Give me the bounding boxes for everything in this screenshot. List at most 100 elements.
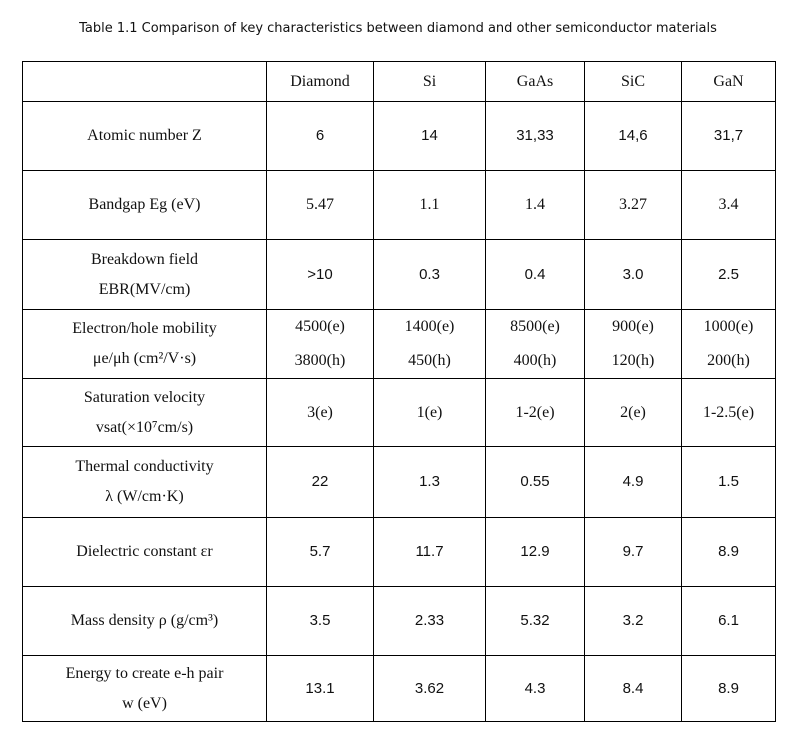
cell-value: 4.3 bbox=[524, 679, 546, 697]
table-row: Energy to create e-h pair w (eV) 13.1 3.62 4… bbox=[22, 655, 776, 722]
table-cell: 9.7 bbox=[584, 517, 682, 587]
cell-value: 8500(e) bbox=[510, 318, 560, 335]
table-cell: 6.1 bbox=[681, 586, 776, 656]
table-cell: 14 bbox=[373, 101, 486, 171]
cell-value: 6.1 bbox=[718, 612, 739, 629]
cell-value: 3800(h) bbox=[294, 352, 346, 369]
table-cell: 3.5 bbox=[266, 586, 374, 656]
table-cell: 13.1 bbox=[266, 655, 374, 722]
cell-value: 31,7 bbox=[713, 127, 744, 144]
row-label: Atomic number Z bbox=[22, 101, 267, 171]
table-row: Thermal conductivity λ (W/cm·K) 22 1.3 0.55 4… bbox=[22, 446, 776, 518]
cell-value: 1000(e) bbox=[703, 318, 754, 335]
table-row: Dielectric constant εr 5.7 11.7 12.9 9.7 8.9 bbox=[22, 517, 776, 587]
comparison-table: Diamond Si GaAs SiC GaN Atomic number Z 6 14 31,… bbox=[22, 61, 776, 722]
cell-value: 31,33 bbox=[516, 127, 554, 144]
table-cell: 900(e) 120(h) bbox=[584, 309, 682, 379]
cell-value: 9.7 bbox=[622, 543, 644, 560]
table-cell: 8.9 bbox=[681, 655, 776, 722]
cell-value: 3.27 bbox=[619, 196, 647, 213]
cell-value: 12.9 bbox=[520, 543, 550, 560]
row-label: Thermal conductivity λ (W/cm·K) bbox=[22, 446, 267, 518]
header-cell: Si bbox=[373, 61, 486, 102]
cell-value: 2(e) bbox=[620, 403, 646, 421]
table-cell: 1-2(e) bbox=[485, 378, 585, 447]
table-cell: 5.47 bbox=[266, 170, 374, 240]
cell-value: 22 bbox=[311, 473, 329, 490]
table-cell: 14,6 bbox=[584, 101, 682, 171]
cell-value: 1.5 bbox=[718, 473, 739, 490]
cell-value: 14,6 bbox=[618, 127, 648, 144]
table-row: Breakdown field EBR(MV/cm) >10 0.3 0.4 3.0 2.5 bbox=[22, 239, 776, 310]
row-label: Mass density ρ (g/cm³) bbox=[22, 586, 267, 656]
table-cell: 1(e) bbox=[373, 378, 486, 447]
table-cell: 1000(e) 200(h) bbox=[681, 309, 776, 379]
table-cell: 1.1 bbox=[373, 170, 486, 240]
table-cell: 3.0 bbox=[584, 239, 682, 310]
cell-value: 450(h) bbox=[408, 352, 451, 369]
table-cell: 1400(e) 450(h) bbox=[373, 309, 486, 379]
table-cell: 1.3 bbox=[373, 446, 486, 518]
cell-value: >10 bbox=[307, 265, 333, 283]
cell-value: 1.3 bbox=[419, 473, 440, 490]
header-cell: GaN bbox=[681, 61, 776, 102]
table-cell: 31,7 bbox=[681, 101, 776, 171]
row-label-line: Energy to create e-h pair bbox=[65, 664, 224, 682]
table-cell: 4500(e) 3800(h) bbox=[266, 309, 374, 379]
row-label-line: Thermal conductivity bbox=[75, 458, 214, 475]
cell-value: 3.62 bbox=[414, 679, 445, 697]
table-row: Bandgap Eg (eV) 5.47 1.1 1.4 3.27 3.4 bbox=[22, 170, 776, 240]
cell-value: 1(e) bbox=[416, 403, 443, 421]
header-row: Diamond Si GaAs SiC GaN bbox=[22, 61, 776, 102]
cell-value: 0.55 bbox=[520, 473, 550, 490]
table-row: Mass density ρ (g/cm³) 3.5 2.33 5.32 3.2 6.1 bbox=[22, 586, 776, 656]
table-cell: 4.9 bbox=[584, 446, 682, 518]
table-cell: 0.55 bbox=[485, 446, 585, 518]
row-label-line: Breakdown field bbox=[90, 250, 199, 268]
table-cell: 2(e) bbox=[584, 378, 682, 447]
row-label: Breakdown field EBR(MV/cm) bbox=[22, 239, 267, 310]
row-label-line: Mass density ρ (g/cm³) bbox=[70, 612, 219, 629]
table-cell: 22 bbox=[266, 446, 374, 518]
cell-value: 3.4 bbox=[718, 196, 739, 213]
row-label: Bandgap Eg (eV) bbox=[22, 170, 267, 240]
cell-value: 8.4 bbox=[622, 679, 644, 697]
cell-value: 200(h) bbox=[707, 352, 750, 369]
table-cell: 1.4 bbox=[485, 170, 585, 240]
cell-value: 4.9 bbox=[622, 473, 644, 490]
header-cell: Diamond bbox=[266, 61, 374, 102]
table-row: Saturation velocity vsat(×10⁷cm/s) 3(e) 1(e… bbox=[22, 378, 776, 447]
table-cell: 5.7 bbox=[266, 517, 374, 587]
cell-value: 3(e) bbox=[307, 403, 333, 421]
cell-value: 120(h) bbox=[611, 352, 655, 369]
table-cell: 3.4 bbox=[681, 170, 776, 240]
cell-value: 2.5 bbox=[718, 265, 739, 283]
header-cell: SiC bbox=[584, 61, 682, 102]
row-label-line: Atomic number Z bbox=[87, 127, 202, 144]
row-label-line: Dielectric constant εr bbox=[76, 543, 213, 560]
row-label-line: Bandgap Eg (eV) bbox=[88, 196, 201, 213]
row-label: Electron/hole mobility μe/μh (cm²/V·s) bbox=[22, 309, 267, 379]
row-label: Saturation velocity vsat(×10⁷cm/s) bbox=[22, 378, 267, 447]
table-row: Atomic number Z 6 14 31,33 14,6 31,7 bbox=[22, 101, 776, 171]
row-label-line: λ (W/cm·K) bbox=[105, 488, 184, 505]
cell-value: 400(h) bbox=[513, 352, 557, 369]
table-caption: Table 1.1 Comparison of key characterist… bbox=[79, 21, 717, 36]
header-cell-empty bbox=[22, 61, 267, 102]
table-cell: 0.3 bbox=[373, 239, 486, 310]
cell-value: 14 bbox=[421, 127, 438, 144]
table-cell: 2.33 bbox=[373, 586, 486, 656]
row-label: Energy to create e-h pair w (eV) bbox=[22, 655, 267, 722]
row-label-line: μe/μh (cm²/V·s) bbox=[92, 350, 197, 367]
row-label-line: Saturation velocity bbox=[83, 388, 206, 406]
table-cell: 12.9 bbox=[485, 517, 585, 587]
cell-value: 3.2 bbox=[622, 612, 644, 629]
cell-value: 3.0 bbox=[622, 265, 644, 283]
cell-value: 1.1 bbox=[419, 196, 440, 213]
cell-value: 2.33 bbox=[414, 612, 445, 629]
table-cell: 3.27 bbox=[584, 170, 682, 240]
table-cell: 31,33 bbox=[485, 101, 585, 171]
table-cell: 8500(e) 400(h) bbox=[485, 309, 585, 379]
table-cell: 2.5 bbox=[681, 239, 776, 310]
table-cell: >10 bbox=[266, 239, 374, 310]
